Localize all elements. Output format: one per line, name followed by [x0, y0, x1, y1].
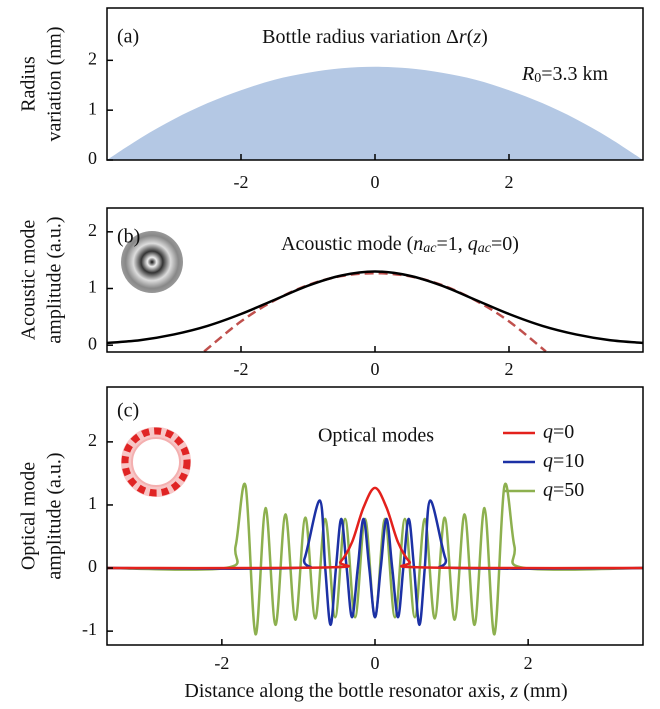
text-part: =1,	[436, 233, 467, 255]
x-tick-label: 2	[524, 653, 533, 673]
text-part: =0)	[491, 233, 519, 255]
text-part: z	[509, 680, 518, 702]
y-axis-label: amplitude (a.u.)	[44, 452, 66, 579]
panel-title: Acoustic mode (nac=1, qac=0)	[281, 233, 519, 256]
y-axis-label: Optical mode	[18, 462, 40, 570]
panel-title: Optical modes	[318, 425, 434, 447]
y-tick-label: 2	[88, 48, 97, 68]
text-part: z	[472, 26, 481, 48]
y-axis-label: Radius	[18, 56, 40, 112]
text-part: )	[481, 26, 488, 48]
x-tick-label: -2	[214, 653, 229, 673]
acoustic-mode-icon	[121, 231, 183, 293]
y-axis-label: amplitude (a.u.)	[44, 216, 66, 343]
y-tick-label: 1	[88, 98, 97, 118]
line	[107, 499, 643, 627]
text-part: q	[543, 479, 553, 501]
text-part: q	[543, 421, 553, 443]
y-tick-label: 1	[88, 493, 97, 513]
text-part: ac	[423, 241, 437, 256]
y-tick-label: 1	[88, 277, 97, 297]
panel-label: (c)	[117, 400, 139, 422]
text-part: =10	[553, 450, 584, 472]
line	[107, 482, 643, 636]
text-part: q	[543, 450, 553, 472]
text-part: =0	[553, 421, 574, 443]
x-tick-label: 0	[371, 653, 380, 673]
x-axis-label: Distance along the bottle resonator axis…	[184, 680, 567, 702]
plot-area	[107, 482, 643, 636]
x-tick-label: 2	[505, 359, 514, 379]
x-tick-label: 2	[505, 172, 514, 192]
annotation: R0=3.3 km	[521, 63, 608, 86]
legend-label: q=10	[543, 450, 584, 472]
y-tick-label: 2	[88, 220, 97, 240]
y-axis-label: Acoustic mode	[18, 220, 40, 341]
x-tick-label: 0	[371, 172, 380, 192]
y-tick-label: 0	[88, 556, 97, 576]
x-tick-label: -2	[234, 359, 249, 379]
text-part: =50	[553, 479, 584, 501]
y-tick-label: 2	[88, 430, 97, 450]
text-part: (	[467, 26, 474, 48]
y-tick-label: -1	[82, 619, 97, 639]
panel-label: (b)	[117, 226, 140, 248]
text-part: Distance along the bottle resonator axis…	[184, 680, 510, 702]
optical-mode-icon	[121, 427, 191, 497]
text-part: n	[413, 233, 423, 255]
y-axis-label: variation (nm)	[44, 27, 66, 142]
plot-area	[107, 270, 643, 352]
y-tick-label: 0	[88, 333, 97, 353]
line	[107, 486, 643, 570]
x-tick-label: 0	[371, 359, 380, 379]
text-part: (mm)	[518, 680, 567, 702]
text-part: Bottle radius variation Δ	[262, 26, 459, 48]
area	[107, 66, 643, 160]
panel-title: Bottle radius variation Δr(z)	[262, 26, 488, 48]
line	[203, 271, 547, 352]
text-part: q	[468, 233, 478, 255]
legend-label: q=0	[543, 421, 574, 443]
plot-area	[107, 66, 643, 160]
x-tick-label: -2	[234, 172, 249, 192]
line	[107, 270, 643, 345]
text-part: 0	[534, 71, 541, 86]
text-part: r	[459, 26, 467, 48]
text-part: Acoustic mode (	[281, 233, 414, 255]
y-tick-label: 0	[88, 148, 97, 168]
text-part: R	[521, 63, 534, 85]
text-part: =3.3 km	[541, 63, 608, 85]
panel-label: (a)	[117, 26, 139, 48]
text-part: ac	[478, 241, 492, 256]
legend-label: q=50	[543, 479, 584, 501]
